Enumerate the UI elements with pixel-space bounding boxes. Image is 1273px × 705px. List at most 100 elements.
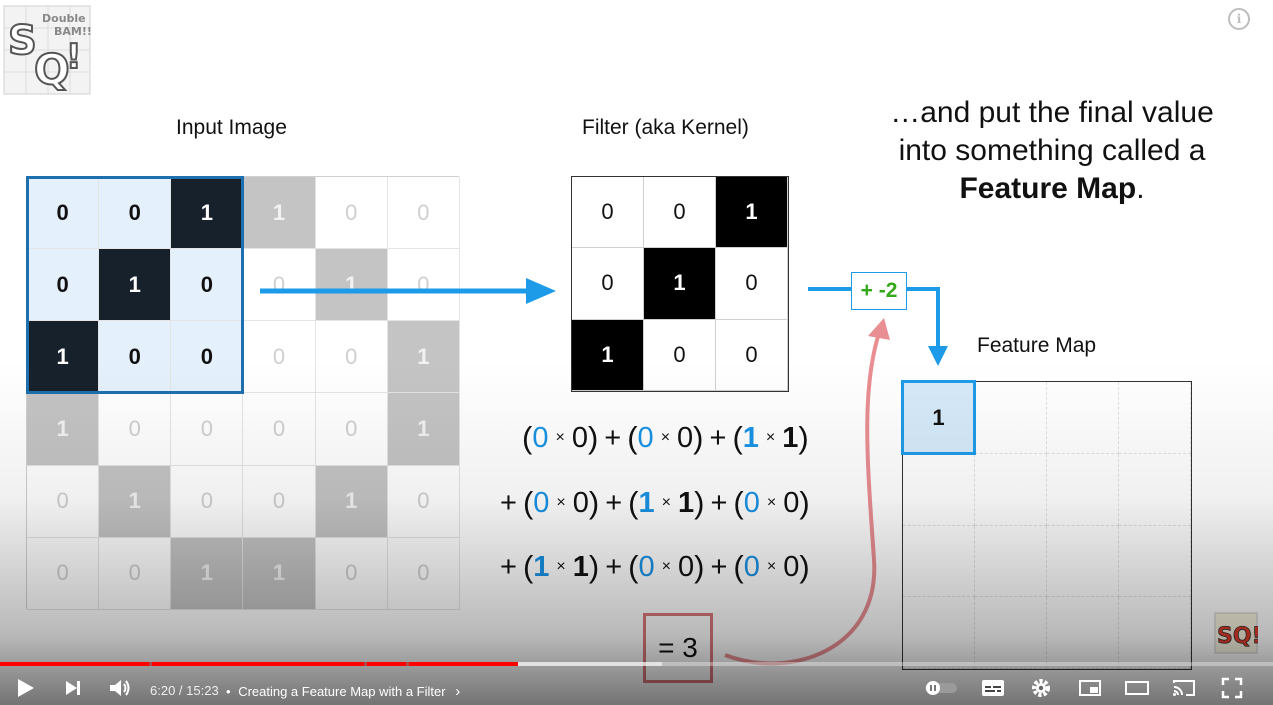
paren-open: ( [522, 549, 534, 584]
calculation-row: (0 × 0) +(0 × 0) +(1 × 1) [522, 420, 809, 456]
times-sign: × [766, 558, 777, 575]
cast-button[interactable] [1170, 670, 1198, 705]
input-cell: 0 [171, 321, 244, 394]
input-cell: 0 [387, 465, 460, 538]
cast-icon [1173, 679, 1195, 696]
feature-map-cell [1047, 382, 1119, 454]
volume-button[interactable] [106, 670, 134, 705]
paren-open: ( [628, 549, 639, 584]
feature-map-cell [975, 382, 1047, 454]
play-button[interactable] [12, 670, 40, 705]
filter-value: 0 [677, 421, 694, 454]
filter-value: 1 [677, 486, 695, 519]
input-cell: 0 [27, 249, 100, 322]
svg-text:Q: Q [34, 45, 70, 94]
fullscreen-button[interactable] [1218, 670, 1246, 705]
statquest-logo-small: SQ! [1214, 612, 1258, 654]
input-cell: 0 [99, 321, 172, 394]
bias-value: + -2 [851, 272, 907, 310]
progress-bar[interactable] [0, 662, 1273, 666]
chapter-marker [364, 662, 367, 666]
caption-period: . [1136, 172, 1145, 205]
autoplay-toggle[interactable] [922, 670, 960, 705]
input-cell: 0 [99, 393, 172, 466]
input-image-title: Input Image [176, 116, 287, 139]
times-sign: × [660, 429, 671, 446]
filter-cell: 0 [644, 319, 716, 391]
times-sign: × [661, 558, 671, 575]
paren-close: ) [694, 485, 705, 520]
feature-map-cell [1047, 525, 1119, 598]
input-cell: 1 [27, 393, 100, 466]
input-cell: 1 [99, 249, 172, 322]
next-button[interactable] [60, 670, 86, 705]
filter-cell: 0 [572, 248, 644, 320]
feature-map-cell [975, 453, 1047, 526]
gear-icon [1032, 678, 1050, 697]
filter-cell: 1 [716, 177, 788, 249]
chapter-title: Creating a Feature Map with a Filter [238, 684, 446, 699]
input-cell: 0 [99, 537, 172, 610]
paren-close: ) [799, 485, 810, 520]
svg-text:S: S [8, 18, 37, 64]
chevron-right-icon: › [455, 683, 461, 700]
input-cell: 0 [171, 393, 244, 466]
input-value: 0 [743, 486, 760, 519]
caption-bold-term: Feature Map [959, 172, 1137, 205]
filter-cell: 1 [572, 319, 644, 391]
chapter-separator: • [226, 684, 231, 699]
paren-open: ( [733, 485, 744, 520]
input-cell: 1 [171, 537, 244, 610]
plus-sign: + [500, 486, 517, 519]
time-display: 6:20 / 15:23 [150, 683, 219, 698]
paren-open: ( [628, 485, 639, 520]
info-icon[interactable]: i [1228, 8, 1250, 30]
paren-close: ) [588, 485, 600, 520]
input-cell: 0 [27, 465, 100, 538]
filter-value: 0 [677, 550, 695, 583]
filter-value: 0 [572, 486, 589, 519]
theater-mode-button[interactable] [1123, 670, 1151, 705]
input-cell: 1 [315, 249, 388, 322]
theater-mode-icon [1125, 680, 1149, 695]
input-value: 0 [533, 486, 550, 519]
input-value: 0 [743, 550, 760, 583]
input-cell: 1 [171, 177, 244, 250]
input-cell: 0 [171, 249, 244, 322]
times-sign: × [765, 429, 776, 446]
subtitles-button[interactable] [980, 670, 1006, 705]
feature-map-cell [975, 597, 1047, 669]
feature-map-first-cell: 1 [901, 380, 976, 455]
filter-cell: 0 [716, 319, 788, 391]
feature-map-cell [1047, 597, 1119, 669]
input-cell: 1 [387, 393, 460, 466]
input-value: 0 [532, 421, 549, 454]
input-cell: 0 [27, 537, 100, 610]
chapter-title-link[interactable]: • Creating a Feature Map with a Filter › [226, 683, 460, 700]
times-sign: × [766, 494, 777, 511]
input-cell: 0 [315, 393, 388, 466]
svg-text:SQ!: SQ! [1217, 624, 1258, 649]
next-icon [66, 680, 80, 695]
input-cell: 0 [243, 249, 316, 322]
filter-cell: 1 [644, 248, 716, 320]
feature-map-cell [1047, 453, 1119, 526]
caption-line-1: …and put the final value [890, 96, 1214, 129]
play-icon [18, 678, 34, 697]
feature-map-title: Feature Map [977, 334, 1097, 357]
slide-caption: …and put the final value into something … [852, 94, 1252, 208]
miniplayer-button[interactable] [1076, 670, 1104, 705]
times-sign: × [556, 558, 566, 575]
input-cell: 0 [315, 177, 388, 250]
times-sign: × [556, 494, 566, 511]
input-value: 1 [533, 550, 550, 583]
paren-close: ) [693, 420, 704, 455]
progress-played [0, 662, 519, 666]
plus-sign: + [605, 550, 623, 583]
filter-value: 0 [571, 421, 588, 454]
settings-button[interactable] [1028, 670, 1054, 705]
paren-close: ) [799, 549, 810, 584]
plus-sign: + [605, 486, 623, 519]
